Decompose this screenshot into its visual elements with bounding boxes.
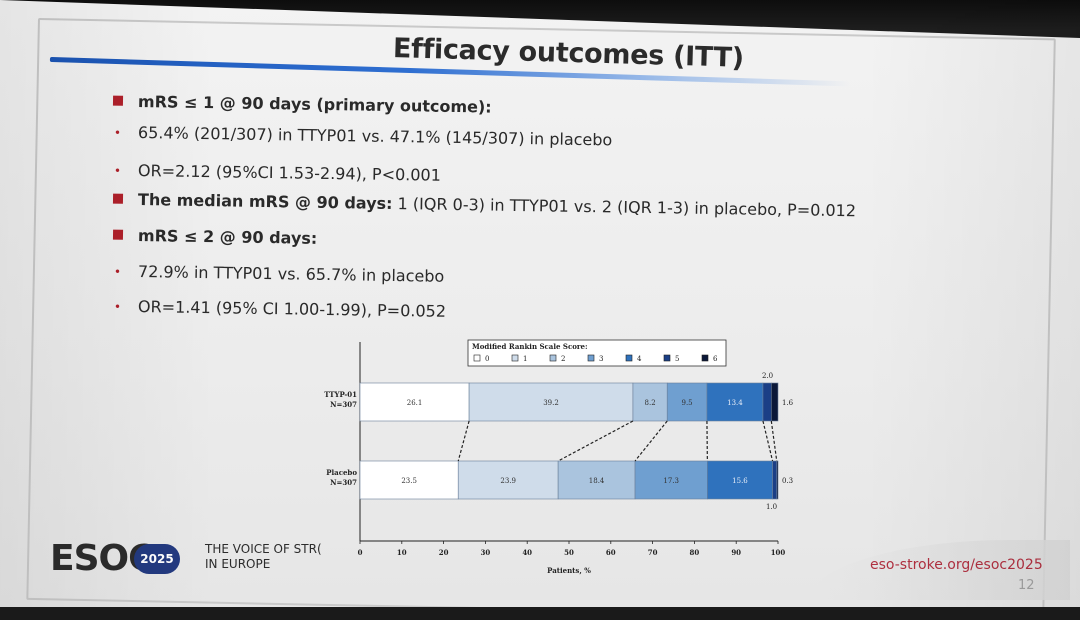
slide-page-number: 12 bbox=[1018, 578, 1035, 593]
legend-swatch bbox=[664, 355, 670, 361]
segment-value-label: 2.0 bbox=[762, 372, 773, 380]
legend-swatch bbox=[588, 355, 594, 361]
bullet-item: mRS ≤ 2 @ 90 days: bbox=[138, 226, 318, 248]
x-tick-label: 0 bbox=[358, 548, 363, 557]
x-tick-label: 20 bbox=[439, 548, 449, 557]
segment-value-label: 39.2 bbox=[543, 399, 559, 407]
footer-tagline: THE VOICE OF STR( IN EUROPE bbox=[205, 542, 322, 572]
row-n-label: N=307 bbox=[330, 400, 357, 409]
x-tick-label: 70 bbox=[648, 548, 658, 557]
segment-value-label: 1.6 bbox=[782, 399, 794, 407]
legend-label: 6 bbox=[713, 355, 718, 363]
row-label: Placebo bbox=[326, 468, 357, 477]
row-label: TTYP-01 bbox=[324, 390, 357, 399]
dashed-connector bbox=[635, 421, 667, 461]
tagline-line-1: THE VOICE OF STR( bbox=[205, 542, 322, 557]
bullet-heading: mRS ≤ 2 @ 90 days: bbox=[138, 226, 318, 248]
segment-value-label: 23.9 bbox=[500, 477, 516, 485]
footer-website-link[interactable]: eso-stroke.org/esoc2025 bbox=[870, 557, 1043, 573]
bar-segment bbox=[771, 383, 778, 421]
legend-label: 4 bbox=[637, 355, 642, 363]
dot-bullet-icon: • bbox=[114, 164, 121, 178]
segment-value-label: 26.1 bbox=[407, 399, 423, 407]
dashed-connector bbox=[771, 421, 776, 461]
legend-label: 1 bbox=[523, 355, 527, 363]
square-bullet-icon bbox=[113, 194, 123, 204]
segment-value-label: 8.2 bbox=[645, 399, 656, 407]
dashed-connector bbox=[763, 421, 773, 461]
legend-swatch bbox=[626, 355, 632, 361]
bar-segment bbox=[773, 461, 777, 499]
x-tick-label: 10 bbox=[397, 548, 407, 557]
dashed-connector bbox=[558, 421, 633, 461]
dot-bullet-icon: • bbox=[114, 126, 121, 140]
projected-slide: Efficacy outcomes (ITT) mRS ≤ 1 @ 90 day… bbox=[0, 0, 1080, 607]
tagline-line-2: IN EUROPE bbox=[205, 557, 322, 572]
x-tick-label: 30 bbox=[481, 548, 491, 557]
x-tick-label: 100 bbox=[771, 548, 786, 557]
x-tick-label: 50 bbox=[564, 548, 574, 557]
chart-svg: Modified Rankin Scale Score: 0 1 2 3 4 5 6 TTYP-… bbox=[300, 338, 820, 578]
legend-label: 3 bbox=[599, 355, 603, 363]
square-bullet-icon bbox=[113, 96, 123, 106]
legend-swatch bbox=[474, 355, 480, 361]
segment-value-label: 1.0 bbox=[766, 503, 777, 511]
legend-swatch bbox=[512, 355, 518, 361]
legend-label: 2 bbox=[561, 355, 565, 363]
dot-bullet-icon: • bbox=[114, 300, 121, 314]
segment-value-label: 15.6 bbox=[732, 477, 748, 485]
segment-value-label: 9.5 bbox=[682, 399, 693, 407]
segment-value-label: 18.4 bbox=[589, 477, 605, 485]
segment-value-label: 23.5 bbox=[401, 477, 417, 485]
x-tick-label: 80 bbox=[690, 548, 700, 557]
x-tick-label: 90 bbox=[731, 548, 741, 557]
x-tick-label: 40 bbox=[522, 548, 532, 557]
legend-swatch bbox=[550, 355, 556, 361]
legend-label: 0 bbox=[485, 355, 489, 363]
segment-value-label: 13.4 bbox=[727, 399, 743, 407]
x-tick-label: 60 bbox=[606, 548, 616, 557]
legend-label: 5 bbox=[675, 355, 679, 363]
legend-swatch bbox=[702, 355, 708, 361]
square-bullet-icon bbox=[113, 230, 123, 240]
segment-value-label: 17.3 bbox=[663, 477, 679, 485]
dashed-connector bbox=[458, 421, 469, 461]
segment-value-label: 0.3 bbox=[782, 477, 793, 485]
esoc-year-badge: 2025 bbox=[134, 544, 180, 574]
bar-segment bbox=[777, 461, 778, 499]
legend-title: Modified Rankin Scale Score: bbox=[472, 342, 588, 351]
dot-bullet-icon: • bbox=[114, 265, 121, 279]
mrs-distribution-chart: Modified Rankin Scale Score: 0 1 2 3 4 5 6 TTYP-… bbox=[300, 338, 820, 578]
x-axis-title: Patients, % bbox=[547, 566, 591, 575]
bullet-heading: The median mRS @ 90 days: bbox=[138, 190, 393, 213]
row-n-label: N=307 bbox=[330, 478, 357, 487]
bar-segment bbox=[763, 383, 771, 421]
